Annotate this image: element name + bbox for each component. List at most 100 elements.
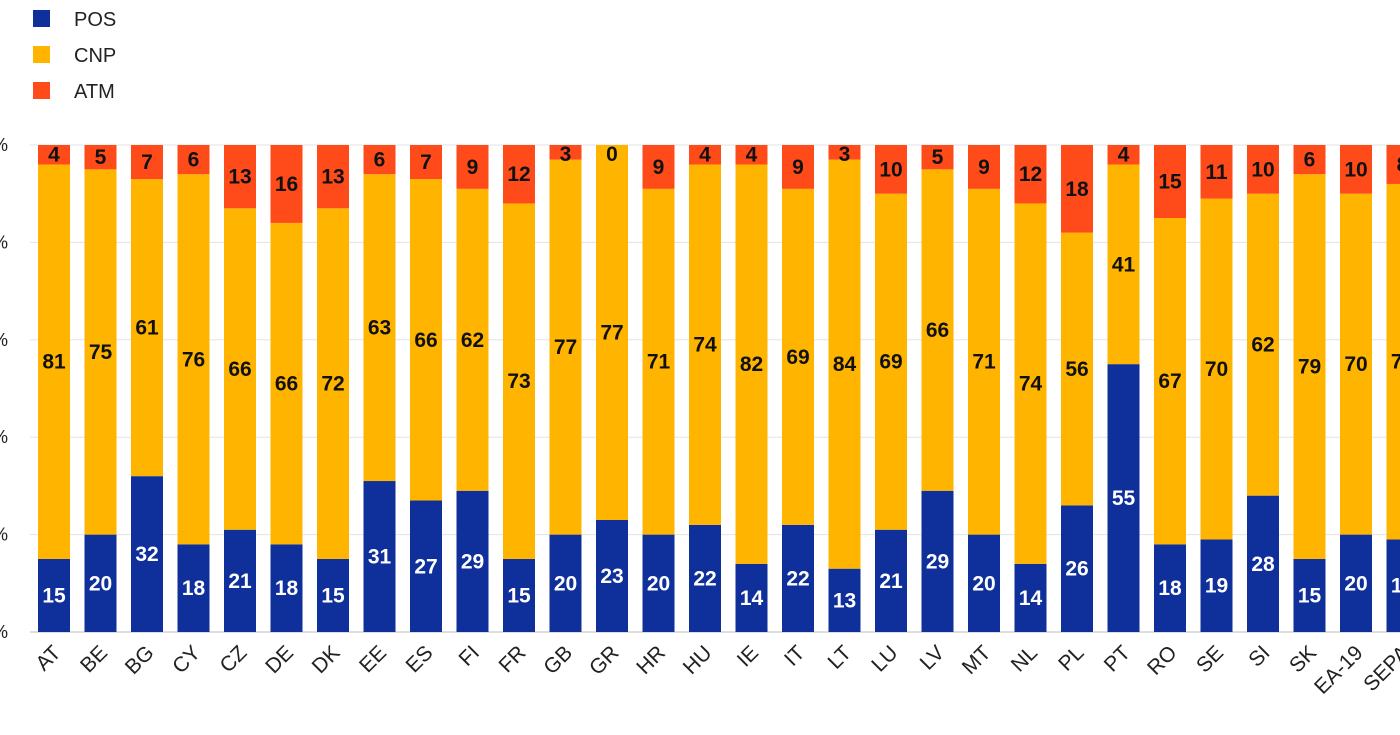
bar-lt-atm bbox=[828, 145, 861, 160]
value-label-se-pos: 19 bbox=[1205, 575, 1228, 598]
bar-mt-pos bbox=[968, 534, 1000, 632]
x-tick-label-pt: PT bbox=[1100, 641, 1135, 676]
legend-swatch-atm bbox=[33, 82, 50, 99]
x-tick-label-nl: NL bbox=[1007, 641, 1042, 676]
bar-fr-cnp bbox=[503, 203, 535, 559]
bar-hu-atm bbox=[689, 145, 721, 165]
bar-lv-cnp bbox=[921, 169, 954, 491]
bar-at-cnp bbox=[38, 164, 70, 559]
value-labels: 1581420755326171876621661318661615721331… bbox=[42, 143, 1400, 612]
value-label-fi-atm: 9 bbox=[467, 156, 479, 179]
bar-cz-cnp bbox=[224, 208, 256, 530]
y-tick-label-60: 60% bbox=[0, 330, 8, 350]
bar-se-pos bbox=[1200, 539, 1233, 632]
value-label-lv-cnp: 66 bbox=[926, 319, 949, 342]
value-label-ee-cnp: 63 bbox=[368, 317, 391, 340]
bar-nl-atm bbox=[1014, 145, 1047, 204]
value-label-sepa-cnp: 73 bbox=[1391, 351, 1400, 374]
value-label-es-pos: 27 bbox=[414, 555, 437, 578]
value-label-es-atm: 7 bbox=[420, 151, 432, 174]
x-tick-label-de: DE bbox=[261, 641, 298, 678]
bar-bg-cnp bbox=[131, 179, 163, 477]
x-tick-label-mt: MT bbox=[958, 641, 996, 679]
bar-lt-pos bbox=[828, 568, 861, 632]
bar-sk-pos bbox=[1293, 558, 1326, 632]
bar-hr-atm bbox=[642, 145, 675, 189]
value-label-ea-19-pos: 20 bbox=[1344, 572, 1367, 595]
bar-sk-atm bbox=[1293, 145, 1326, 175]
bar-se-atm bbox=[1200, 145, 1233, 199]
value-label-ea-19-atm: 10 bbox=[1344, 158, 1367, 181]
x-tick-label-ea-19: EA-19 bbox=[1310, 641, 1368, 699]
value-label-hr-pos: 20 bbox=[647, 572, 670, 595]
bar-hu-pos bbox=[689, 524, 721, 632]
value-label-dk-cnp: 72 bbox=[321, 373, 344, 396]
value-label-pl-cnp: 56 bbox=[1065, 358, 1088, 381]
value-label-hr-atm: 9 bbox=[653, 156, 665, 179]
bar-ea-19-pos bbox=[1340, 534, 1372, 632]
bar-gb-atm bbox=[549, 145, 582, 160]
bar-lt-cnp bbox=[828, 159, 861, 569]
y-tick-label-40: 40% bbox=[0, 427, 8, 447]
x-tick-label-es: ES bbox=[401, 641, 437, 677]
value-label-mt-cnp: 71 bbox=[972, 351, 996, 374]
bar-ie-pos bbox=[735, 563, 768, 632]
value-label-at-cnp: 81 bbox=[42, 351, 66, 374]
bar-nl-pos bbox=[1014, 563, 1047, 632]
value-label-se-atm: 11 bbox=[1205, 161, 1228, 184]
legend-swatch-pos bbox=[33, 10, 50, 27]
legend-label-cnp: CNP bbox=[74, 45, 116, 67]
value-label-sk-atm: 6 bbox=[1304, 149, 1316, 172]
bar-dk-pos bbox=[317, 558, 349, 632]
bar-hu-cnp bbox=[689, 164, 721, 525]
value-label-it-atm: 9 bbox=[792, 156, 804, 179]
value-label-pl-pos: 26 bbox=[1065, 558, 1088, 581]
bar-cy-atm bbox=[177, 145, 210, 175]
bar-fr-pos bbox=[503, 558, 535, 632]
bar-gr-cnp bbox=[596, 145, 628, 520]
value-label-ie-pos: 14 bbox=[740, 587, 764, 610]
value-label-cz-cnp: 66 bbox=[228, 358, 251, 381]
value-label-pt-atm: 4 bbox=[1118, 144, 1130, 167]
bar-pl-atm bbox=[1061, 145, 1093, 233]
bar-pl-pos bbox=[1061, 505, 1093, 632]
x-tick-label-dk: DK bbox=[308, 641, 345, 678]
bar-ro-pos bbox=[1154, 544, 1186, 632]
value-label-es-cnp: 66 bbox=[414, 329, 437, 352]
x-tick-label-lv: LV bbox=[916, 641, 949, 674]
bar-ea-19-atm bbox=[1340, 145, 1372, 194]
x-tick-label-gr: GR bbox=[585, 641, 624, 680]
x-tick-label-ro: RO bbox=[1143, 641, 1182, 680]
value-label-lu-atm: 10 bbox=[879, 158, 902, 181]
bar-lv-atm bbox=[921, 145, 954, 170]
value-label-ea-19-cnp: 70 bbox=[1344, 353, 1367, 376]
x-tick-label-fi: FI bbox=[455, 641, 484, 670]
bar-ro-cnp bbox=[1154, 218, 1186, 545]
value-label-de-atm: 16 bbox=[275, 173, 298, 196]
x-tick-label-lu: LU bbox=[867, 641, 902, 676]
x-tick-label-bg: BG bbox=[121, 641, 159, 679]
x-tick-label-se: SE bbox=[1192, 641, 1228, 677]
bar-ee-pos bbox=[363, 481, 396, 632]
value-label-it-pos: 22 bbox=[786, 567, 809, 590]
value-label-hu-atm: 4 bbox=[699, 144, 711, 167]
value-label-at-pos: 15 bbox=[42, 584, 66, 607]
value-label-ee-pos: 31 bbox=[368, 546, 392, 569]
value-label-gr-atm: 0 bbox=[606, 143, 618, 166]
value-label-gb-cnp: 77 bbox=[554, 336, 577, 359]
x-tick-label-it: IT bbox=[780, 641, 810, 671]
value-label-si-pos: 28 bbox=[1251, 553, 1275, 576]
value-label-lu-cnp: 69 bbox=[879, 351, 902, 374]
bar-ea-19-cnp bbox=[1340, 193, 1372, 535]
x-tick-label-lt: LT bbox=[824, 641, 857, 674]
value-label-ro-pos: 18 bbox=[1158, 577, 1182, 600]
x-tick-label-cz: CZ bbox=[215, 641, 251, 677]
x-tick-label-be: BE bbox=[76, 641, 112, 677]
bar-it-cnp bbox=[782, 188, 814, 525]
bar-sepa-pos bbox=[1386, 539, 1400, 632]
bar-ie-atm bbox=[735, 145, 768, 165]
value-label-gb-pos: 20 bbox=[554, 572, 577, 595]
bar-pt-atm bbox=[1107, 145, 1140, 165]
value-label-bg-pos: 32 bbox=[135, 543, 158, 566]
